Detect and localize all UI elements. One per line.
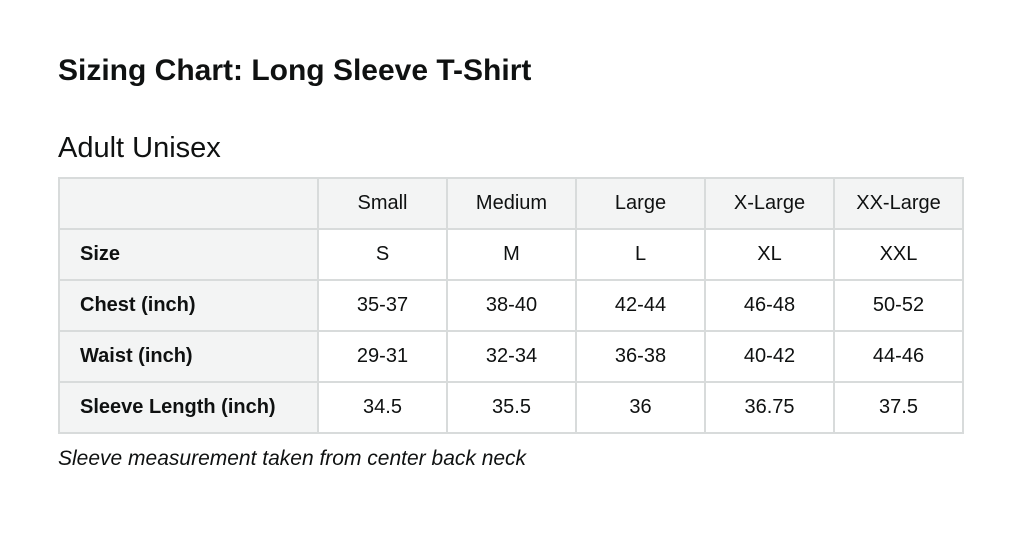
sizing-table: Small Medium Large X-Large XX-Large Size… bbox=[58, 177, 964, 434]
sleeve-measurement-footnote: Sleeve measurement taken from center bac… bbox=[58, 447, 527, 470]
table-corner-cell bbox=[58, 177, 319, 230]
sizing-chart-page: Sizing Chart: Long Sleeve T-Shirt Adult … bbox=[58, 54, 964, 470]
table-cell: 37.5 bbox=[833, 381, 964, 434]
table-row-size: Size S M L XL XXL bbox=[58, 228, 964, 281]
column-header-xx-large: XX-Large bbox=[833, 177, 964, 230]
table-row-sleeve-length: Sleeve Length (inch) 34.5 35.5 36 36.75 … bbox=[58, 381, 964, 434]
table-cell: S bbox=[317, 228, 448, 281]
table-cell: M bbox=[446, 228, 577, 281]
section-title: Adult Unisex bbox=[58, 132, 221, 164]
column-header-small: Small bbox=[317, 177, 448, 230]
table-cell: 32-34 bbox=[446, 330, 577, 383]
table-cell: 34.5 bbox=[317, 381, 448, 434]
row-label: Chest (inch) bbox=[58, 279, 319, 332]
table-cell: 42-44 bbox=[575, 279, 706, 332]
table-cell: 50-52 bbox=[833, 279, 964, 332]
table-row-chest: Chest (inch) 35-37 38-40 42-44 46-48 50-… bbox=[58, 279, 964, 332]
table-row-waist: Waist (inch) 29-31 32-34 36-38 40-42 44-… bbox=[58, 330, 964, 383]
column-header-large: Large bbox=[575, 177, 706, 230]
table-cell: 35-37 bbox=[317, 279, 448, 332]
table-cell: XL bbox=[704, 228, 835, 281]
table-cell: 40-42 bbox=[704, 330, 835, 383]
table-cell: 29-31 bbox=[317, 330, 448, 383]
table-body: Size S M L XL XXL Chest (inch) 35-37 38-… bbox=[58, 228, 964, 434]
table-header: Small Medium Large X-Large XX-Large bbox=[58, 177, 964, 230]
table-cell: 46-48 bbox=[704, 279, 835, 332]
table-cell: 35.5 bbox=[446, 381, 577, 434]
table-cell: XXL bbox=[833, 228, 964, 281]
page-title: Sizing Chart: Long Sleeve T-Shirt bbox=[58, 54, 532, 87]
table-cell: 36-38 bbox=[575, 330, 706, 383]
row-label: Sleeve Length (inch) bbox=[58, 381, 319, 434]
table-cell: 38-40 bbox=[446, 279, 577, 332]
row-label: Waist (inch) bbox=[58, 330, 319, 383]
table-cell: 36.75 bbox=[704, 381, 835, 434]
table-cell: 44-46 bbox=[833, 330, 964, 383]
column-header-x-large: X-Large bbox=[704, 177, 835, 230]
table-header-row: Small Medium Large X-Large XX-Large bbox=[58, 177, 964, 230]
column-header-medium: Medium bbox=[446, 177, 577, 230]
table-cell: 36 bbox=[575, 381, 706, 434]
row-label: Size bbox=[58, 228, 319, 281]
table-cell: L bbox=[575, 228, 706, 281]
